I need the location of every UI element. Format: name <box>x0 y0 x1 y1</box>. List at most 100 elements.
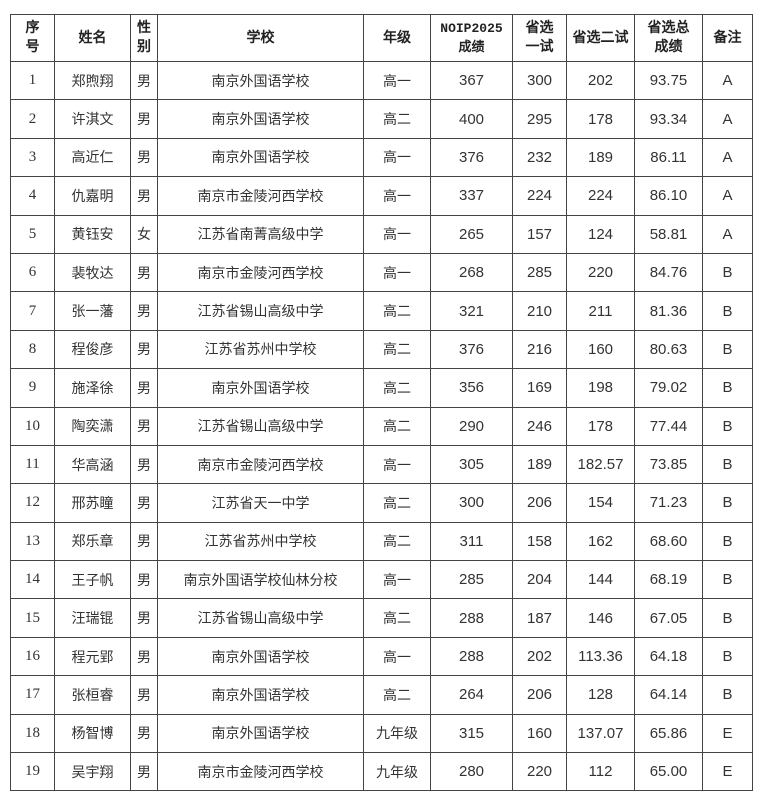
cell-index: 15 <box>10 598 55 638</box>
header-row: 序号 姓名 性别 学校 年级 NOIP2025成绩 省选一试 省选二试 省选总成… <box>10 14 753 62</box>
cell-round1-score: 204 <box>512 560 567 600</box>
cell-school: 南京外国语学校 <box>157 713 364 754</box>
cell-noip-score: 285 <box>430 560 513 600</box>
cell-index: 5 <box>10 214 55 254</box>
cell-gender: 男 <box>130 598 158 638</box>
table-row: 13 郑乐章男江苏省苏州中学校 高二 311 158 162 68.60 B <box>10 521 753 562</box>
cell-round2-score: 113.36 <box>566 636 635 677</box>
table-row: 3 高近仁男南京外国语学校 高一 376 232 189 86.11 A <box>10 137 753 178</box>
cell-noip-score: 300 <box>430 483 513 523</box>
table-row: 1 郑煦翔男南京外国语学校 高一 367 300 202 93.75 A <box>10 60 753 101</box>
cell-index: 19 <box>10 752 55 792</box>
cell-name: 程俊彦 <box>54 329 131 370</box>
cell-index: 9 <box>10 368 55 408</box>
cell-school: 江苏省天一中学 <box>157 483 364 523</box>
cell-total-score: 77.44 <box>634 406 703 446</box>
table-body: 1 郑煦翔男南京外国语学校 高一 367 300 202 93.75 A 2 许淇文男南京外国语学… <box>10 60 753 792</box>
table-row: 10 陶奕潇男江苏省锡山高级中学 高二 290 246 178 77.44 B <box>10 406 753 446</box>
cell-total-score: 93.34 <box>634 99 703 139</box>
cell-total-score: 68.19 <box>634 560 703 600</box>
cell-index: 3 <box>10 137 55 178</box>
cell-gender: 男 <box>130 137 158 178</box>
cell-noip-score: 288 <box>430 598 513 638</box>
cell-noip-score: 280 <box>430 752 513 792</box>
cell-round1-score: 206 <box>512 675 567 715</box>
cell-round1-score: 202 <box>512 636 567 677</box>
table-row: 18 杨智博男南京外国语学校 九年级 315 160 137.07 65.86 E <box>10 713 753 754</box>
cell-total-score: 80.63 <box>634 329 703 370</box>
cell-round2-score: 124 <box>566 214 635 254</box>
cell-round1-score: 285 <box>512 252 567 293</box>
cell-round1-score: 300 <box>512 60 567 101</box>
cell-note: B <box>702 636 753 677</box>
cell-school: 江苏省锡山高级中学 <box>157 291 364 331</box>
cell-round2-score: 137.07 <box>566 713 635 754</box>
cell-round1-score: 187 <box>512 598 567 638</box>
cell-noip-score: 268 <box>430 252 513 293</box>
cell-note: B <box>702 483 753 523</box>
cell-index: 1 <box>10 60 55 101</box>
cell-total-score: 65.86 <box>634 713 703 754</box>
cell-note: E <box>702 752 753 792</box>
cell-name: 吴宇翔 <box>54 752 131 792</box>
cell-grade: 高一 <box>363 636 431 677</box>
cell-gender: 男 <box>130 406 158 446</box>
header-round2: 省选二试 <box>566 14 635 62</box>
header-grade: 年级 <box>363 14 431 62</box>
cell-grade: 高一 <box>363 137 431 178</box>
cell-total-score: 65.00 <box>634 752 703 792</box>
cell-school: 南京外国语学校 <box>157 60 364 101</box>
cell-note: B <box>702 560 753 600</box>
header-round1: 省选一试 <box>512 14 567 62</box>
cell-index: 16 <box>10 636 55 677</box>
cell-index: 6 <box>10 252 55 293</box>
cell-total-score: 58.81 <box>634 214 703 254</box>
cell-note: B <box>702 598 753 638</box>
cell-gender: 女 <box>130 214 158 254</box>
cell-gender: 男 <box>130 675 158 715</box>
cell-noip-score: 311 <box>430 521 513 562</box>
cell-school: 江苏省锡山高级中学 <box>157 406 364 446</box>
cell-note: B <box>702 368 753 408</box>
cell-grade: 高二 <box>363 368 431 408</box>
cell-noip-score: 290 <box>430 406 513 446</box>
cell-round2-score: 178 <box>566 406 635 446</box>
cell-round2-score: 224 <box>566 176 635 216</box>
cell-noip-score: 321 <box>430 291 513 331</box>
cell-school: 南京外国语学校 <box>157 137 364 178</box>
header-index: 序号 <box>10 14 55 62</box>
cell-round1-score: 295 <box>512 99 567 139</box>
cell-note: B <box>702 252 753 293</box>
cell-round2-score: 160 <box>566 329 635 370</box>
results-table: 序号 姓名 性别 学校 年级 NOIP2025成绩 省选一试 省选二试 省选总成… <box>10 14 753 792</box>
cell-grade: 高二 <box>363 675 431 715</box>
header-note: 备注 <box>702 14 753 62</box>
cell-grade: 高二 <box>363 406 431 446</box>
table-row: 16 程元郢男南京外国语学校 高一 288 202 113.36 64.18 B <box>10 636 753 677</box>
cell-index: 10 <box>10 406 55 446</box>
table-row: 9 施泽徐男南京外国语学校 高二 356 169 198 79.02 B <box>10 368 753 408</box>
cell-school: 江苏省苏州中学校 <box>157 521 364 562</box>
cell-total-score: 64.14 <box>634 675 703 715</box>
cell-round1-score: 157 <box>512 214 567 254</box>
cell-round2-score: 220 <box>566 252 635 293</box>
cell-grade: 高二 <box>363 329 431 370</box>
cell-round2-score: 202 <box>566 60 635 101</box>
cell-grade: 高二 <box>363 291 431 331</box>
cell-round1-score: 224 <box>512 176 567 216</box>
cell-round2-score: 162 <box>566 521 635 562</box>
cell-school: 南京市金陵河西学校 <box>157 176 364 216</box>
table-row: 19 吴宇翔男南京市金陵河西学校 九年级 280 220 112 65.00 E <box>10 752 753 792</box>
cell-index: 17 <box>10 675 55 715</box>
cell-index: 13 <box>10 521 55 562</box>
table-row: 4 仇嘉明男南京市金陵河西学校 高一 337 224 224 86.10 A <box>10 176 753 216</box>
cell-noip-score: 288 <box>430 636 513 677</box>
cell-noip-score: 315 <box>430 713 513 754</box>
cell-total-score: 84.76 <box>634 252 703 293</box>
table-row: 14 王子帆男南京外国语学校仙林分校 高一 285 204 144 68.19 B <box>10 560 753 600</box>
cell-total-score: 67.05 <box>634 598 703 638</box>
cell-round2-score: 146 <box>566 598 635 638</box>
cell-grade: 高一 <box>363 60 431 101</box>
cell-name: 邢苏瞳 <box>54 483 131 523</box>
header-noip-score: NOIP2025成绩 <box>430 14 513 62</box>
